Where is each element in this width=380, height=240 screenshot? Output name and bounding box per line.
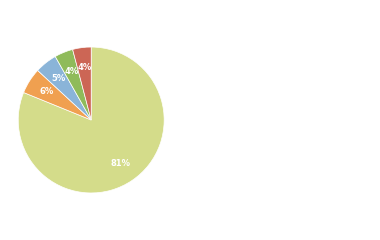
Legend: Centre for Biodiversity
Genomics [99], Mined from GenBank, NCBI [7], University : Centre for Biodiversity Genomics [99], M…	[183, 58, 344, 182]
Wedge shape	[24, 71, 91, 120]
Text: 5%: 5%	[51, 74, 66, 83]
Text: 4%: 4%	[78, 63, 92, 72]
Wedge shape	[38, 56, 91, 120]
Text: 4%: 4%	[64, 67, 79, 76]
Wedge shape	[18, 47, 164, 193]
Text: 81%: 81%	[111, 159, 130, 168]
Text: 6%: 6%	[40, 87, 54, 96]
Wedge shape	[55, 49, 91, 120]
Wedge shape	[73, 47, 91, 120]
